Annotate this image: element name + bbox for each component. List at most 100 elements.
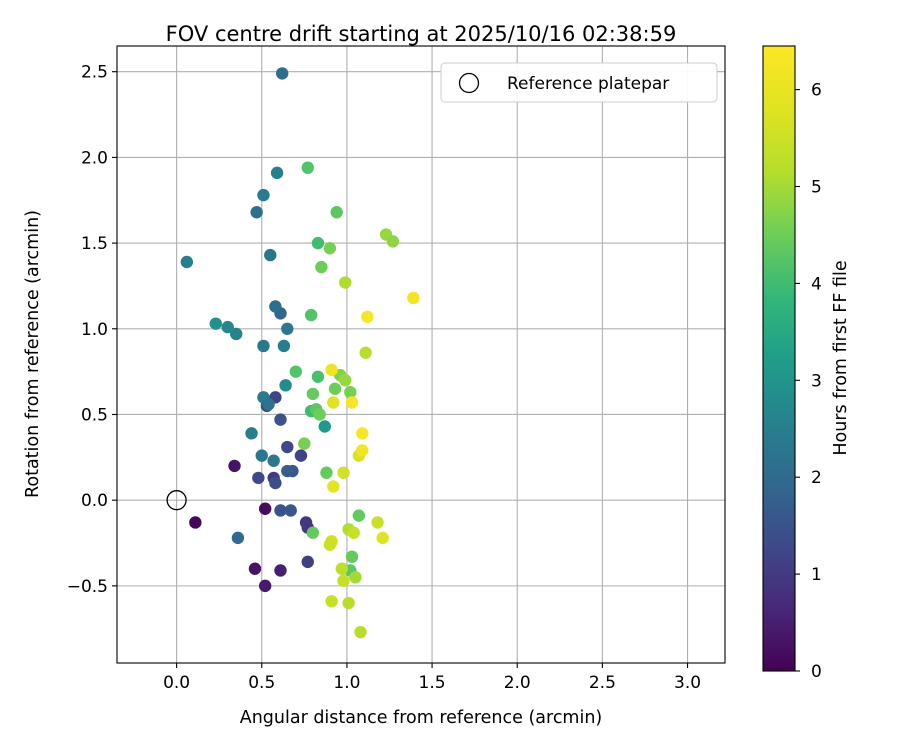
data-point-78: [323, 538, 337, 551]
data-point-81: [337, 466, 350, 479]
data-point-30: [281, 322, 294, 335]
data-point-74: [325, 595, 338, 608]
data-point-35: [209, 317, 222, 330]
x-tick-label: 2.0: [504, 673, 531, 693]
data-point-44: [311, 370, 325, 383]
data-point-2: [258, 502, 272, 515]
data-point-82: [327, 480, 340, 493]
data-point-49: [298, 437, 311, 450]
x-tick-label: 3.0: [674, 673, 701, 693]
data-point-73: [349, 571, 362, 584]
legend: Reference platepar: [440, 62, 718, 103]
data-point-11: [301, 555, 314, 569]
data-point-27: [279, 379, 292, 392]
colorbar-tick-label: 1: [811, 565, 822, 585]
chart-title: FOV centre drift starting at 2025/10/16 …: [166, 22, 677, 46]
data-point-26: [262, 398, 275, 411]
data-point-43: [289, 365, 303, 378]
data-point-83: [327, 396, 340, 409]
colorbar: 0 1 2 3 4 5 6 Hours from first FF file: [762, 45, 851, 682]
data-point-65: [386, 235, 400, 248]
data-points: [180, 67, 420, 639]
data-point-33: [230, 327, 243, 341]
y-tick-label: 2.0: [81, 148, 108, 168]
data-point-34: [221, 320, 234, 334]
data-point-70: [347, 526, 360, 539]
data-point-60: [339, 374, 352, 387]
data-point-72: [337, 574, 350, 587]
data-point-67: [345, 550, 359, 563]
data-point-28: [257, 339, 270, 353]
data-point-14: [269, 476, 282, 490]
data-point-87: [356, 427, 369, 440]
data-point-52: [304, 308, 318, 322]
data-point-16: [281, 440, 294, 454]
data-point-76: [354, 625, 367, 639]
data-point-22: [267, 454, 280, 467]
data-point-90: [407, 291, 420, 305]
x-axis-ticks: 0.0 0.5 1.0 1.5 2.0 2.5 3.0: [163, 663, 701, 693]
data-point-29: [277, 339, 291, 353]
data-point-24: [245, 427, 258, 440]
data-point-51: [306, 526, 320, 539]
colorbar-ticks: 0 1 2 3 4 5 6: [795, 81, 822, 682]
x-tick-label: 2.5: [589, 673, 616, 693]
colorbar-gradient: [763, 46, 795, 671]
legend-label-reference-platepar: Reference platepar: [507, 74, 669, 94]
data-point-7: [274, 504, 287, 517]
data-point-39: [257, 188, 270, 202]
x-tick-label: 1.5: [419, 673, 446, 693]
colorbar-label: Hours from first FF file: [831, 260, 851, 455]
data-point-48: [313, 408, 326, 421]
data-point-55: [323, 242, 337, 255]
colorbar-tick-label: 0: [811, 662, 822, 682]
x-axis-label: Angular distance from reference (arcmin): [240, 708, 603, 728]
data-point-62: [339, 276, 352, 289]
y-tick-label: 1.5: [81, 234, 108, 254]
y-tick-label: −0.5: [67, 577, 108, 597]
data-point-5: [274, 564, 287, 577]
data-point-57: [301, 161, 314, 174]
data-point-88: [356, 444, 369, 457]
y-axis-ticks: −0.5 0.0 0.5 1.0 1.5 2.0 2.5: [67, 63, 117, 597]
data-point-12: [252, 471, 265, 485]
data-point-38: [250, 206, 263, 219]
data-point-8: [284, 504, 297, 517]
data-point-56: [330, 206, 343, 219]
colorbar-frame: [762, 45, 796, 672]
colorbar-tick-label: 5: [811, 178, 822, 198]
y-tick-label: 1.0: [81, 320, 108, 340]
data-point-58: [328, 382, 342, 395]
colorbar-tick-label: 3: [811, 371, 822, 391]
data-point-63: [359, 346, 372, 359]
data-point-75: [342, 596, 355, 610]
data-point-40: [270, 166, 284, 180]
data-point-54: [315, 260, 328, 274]
colorbar-tick-label: 6: [811, 81, 822, 101]
data-point-15: [281, 464, 294, 478]
data-point-85: [325, 363, 338, 377]
data-point-66: [352, 509, 366, 522]
reference-marker-layer: [166, 490, 187, 511]
data-point-18: [274, 413, 287, 426]
data-point-0: [189, 516, 202, 529]
legend-reference-marker: [458, 72, 480, 94]
data-point-3: [248, 562, 262, 575]
data-point-42: [318, 420, 331, 433]
x-tick-label: 0.5: [248, 673, 275, 693]
x-tick-label: 0.0: [163, 673, 190, 693]
data-point-23: [255, 449, 268, 462]
data-point-21: [231, 531, 245, 545]
y-axis-label: Rotation from reference (arcmin): [23, 210, 43, 498]
grid-lines: [117, 46, 725, 663]
data-point-50: [320, 466, 333, 479]
data-point-89: [361, 310, 374, 323]
data-point-41: [275, 67, 289, 80]
data-point-61: [344, 386, 357, 399]
x-tick-label: 1.0: [333, 673, 360, 693]
data-point-80: [376, 531, 389, 545]
plot-frame: [116, 45, 726, 664]
data-point-86: [345, 396, 359, 409]
y-tick-label: 0.5: [81, 405, 108, 425]
